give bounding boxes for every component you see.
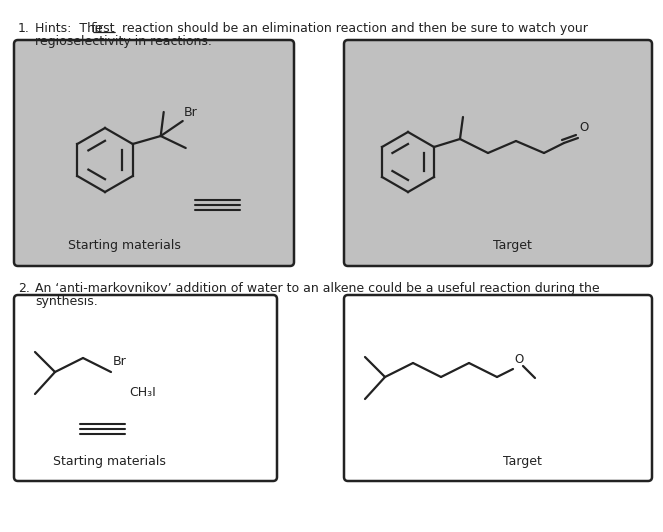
Text: O: O — [579, 121, 588, 134]
Text: Target: Target — [503, 455, 542, 468]
FancyBboxPatch shape — [14, 40, 294, 266]
Text: Br: Br — [113, 355, 127, 368]
Text: Hints:  The: Hints: The — [35, 22, 107, 35]
Text: first: first — [91, 22, 115, 35]
Text: Starting materials: Starting materials — [68, 239, 181, 252]
Text: Br: Br — [184, 106, 198, 119]
Text: An ‘anti-markovnikov’ addition of water to an alkene could be a useful reaction : An ‘anti-markovnikov’ addition of water … — [35, 282, 599, 295]
Text: reaction should be an elimination reaction and then be sure to watch your: reaction should be an elimination reacti… — [118, 22, 588, 35]
Text: regioselectivity in reactions.: regioselectivity in reactions. — [35, 35, 212, 48]
Text: O: O — [514, 353, 523, 366]
Text: 2.: 2. — [18, 282, 30, 295]
Text: Starting materials: Starting materials — [53, 455, 166, 468]
FancyBboxPatch shape — [344, 295, 652, 481]
Text: Target: Target — [493, 239, 532, 252]
Text: synthesis.: synthesis. — [35, 295, 97, 308]
FancyBboxPatch shape — [14, 295, 277, 481]
FancyBboxPatch shape — [344, 40, 652, 266]
Text: CH₃I: CH₃I — [129, 386, 156, 399]
Text: 1.: 1. — [18, 22, 30, 35]
